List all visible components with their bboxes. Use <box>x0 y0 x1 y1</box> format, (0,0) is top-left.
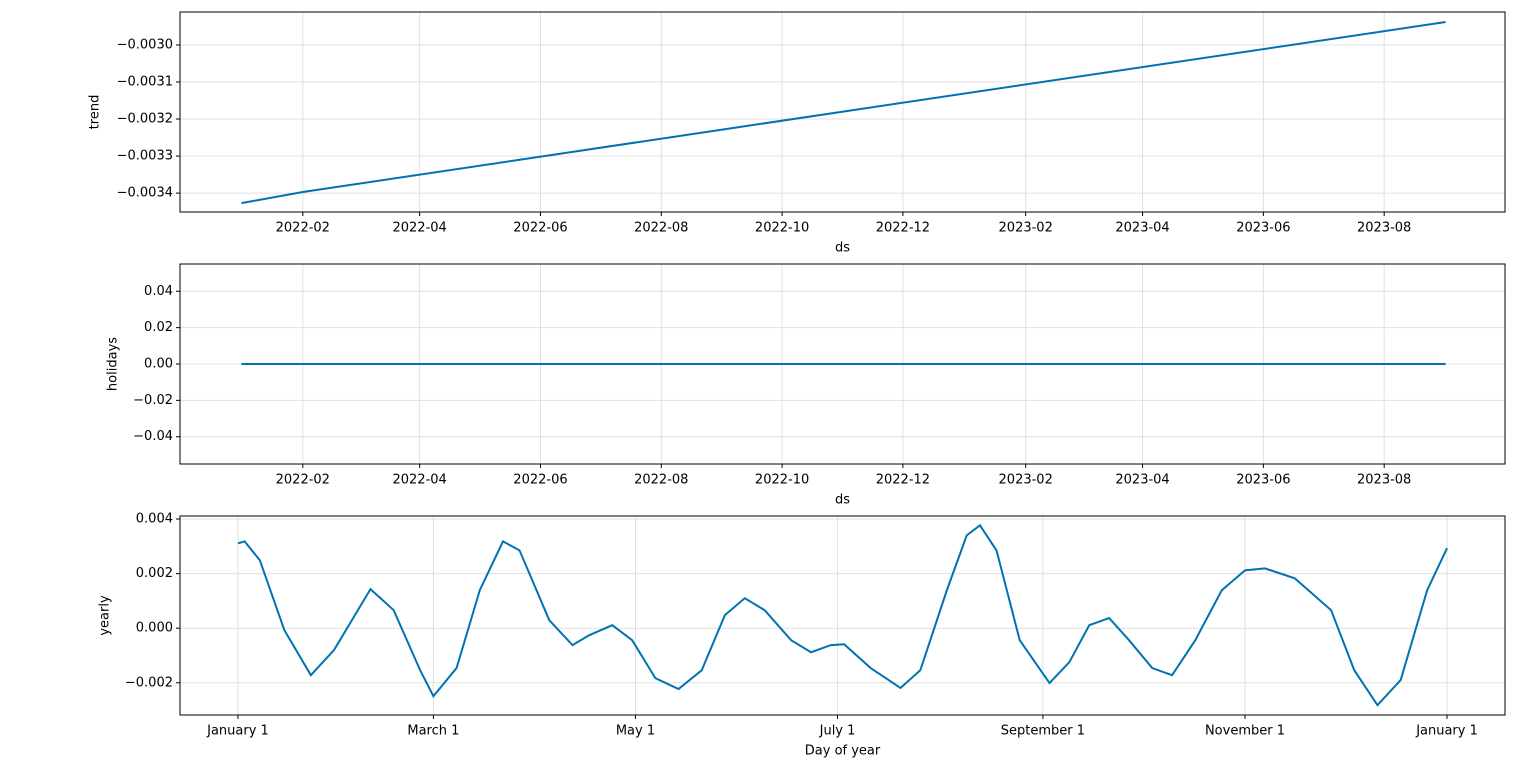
line <box>237 523 1448 707</box>
y-tick-label: 0.000 <box>136 621 173 636</box>
y-tick-label: −0.04 <box>133 429 173 444</box>
subplot: 2022-02 2022-04 2022-06 2022-08 2022-10 2022-… <box>106 263 1506 508</box>
y-tick-label: −0.0032 <box>117 112 173 127</box>
x-tick-label: 2022-12 <box>876 473 930 488</box>
x-tick-label: 2023-04 <box>1115 473 1169 488</box>
x-tick-label: March 1 <box>407 724 459 739</box>
y-axis-label: holidays <box>106 337 121 391</box>
x-tick-label: 2022-08 <box>634 473 688 488</box>
x-axis-label: ds <box>835 241 850 256</box>
x-tick-label: 2022-08 <box>634 221 688 236</box>
x-tick-label: 2023-08 <box>1357 473 1411 488</box>
x-tick-label: 2022-10 <box>755 473 809 488</box>
x-axis-label: ds <box>835 493 850 508</box>
x-tick-label: January 1 <box>206 724 269 739</box>
y-axis-label: yearly <box>98 595 113 636</box>
x-tick-label: 2022-04 <box>392 221 446 236</box>
x-tick-label: 2022-06 <box>513 221 567 236</box>
x-tick-label: 2022-06 <box>513 473 567 488</box>
y-tick-label: −0.0034 <box>117 186 173 201</box>
y-tick-label: 0.04 <box>144 284 173 299</box>
x-tick-label: 2022-04 <box>392 473 446 488</box>
y-tick-label: 0.02 <box>144 320 173 335</box>
x-tick-label: 2022-02 <box>276 221 330 236</box>
y-tick-label: −0.0033 <box>117 149 173 164</box>
y-axis-label: trend <box>88 95 103 130</box>
x-tick-label: 2023-06 <box>1236 473 1290 488</box>
plot-frame <box>179 11 1506 213</box>
y-tick-label: 0.004 <box>136 512 173 527</box>
x-tick-label: 2022-12 <box>876 221 930 236</box>
x-tick-label: July 1 <box>819 724 856 739</box>
x-tick-label: January 1 <box>1415 724 1478 739</box>
subplot: January 1 March 1 May 1 July 1 September 1 No… <box>98 512 1506 759</box>
y-tick-label: 0.002 <box>136 566 173 581</box>
x-tick-label: 2023-08 <box>1357 221 1411 236</box>
x-tick-label: 2023-06 <box>1236 221 1290 236</box>
line <box>241 21 1446 205</box>
y-tick-label: −0.02 <box>133 393 173 408</box>
y-tick-label: −0.002 <box>125 675 173 690</box>
plot-frame <box>179 515 1506 716</box>
x-tick-label: 2022-10 <box>755 221 809 236</box>
x-axis-label: Day of year <box>805 744 881 759</box>
y-tick-label: 0.00 <box>144 357 173 372</box>
x-tick-label: 2023-02 <box>999 221 1053 236</box>
x-tick-label: November 1 <box>1205 724 1285 739</box>
plot-frame <box>179 263 1506 465</box>
x-tick-label: 2023-02 <box>999 473 1053 488</box>
x-tick-label: September 1 <box>1001 724 1085 739</box>
subplot: 2022-02 2022-04 2022-06 2022-08 2022-10 2022-… <box>88 11 1506 256</box>
x-tick-label: 2022-02 <box>276 473 330 488</box>
x-tick-label: May 1 <box>616 724 655 739</box>
y-tick-label: −0.0030 <box>117 37 173 52</box>
y-tick-label: −0.0031 <box>117 75 173 90</box>
x-tick-label: 2023-04 <box>1115 221 1169 236</box>
